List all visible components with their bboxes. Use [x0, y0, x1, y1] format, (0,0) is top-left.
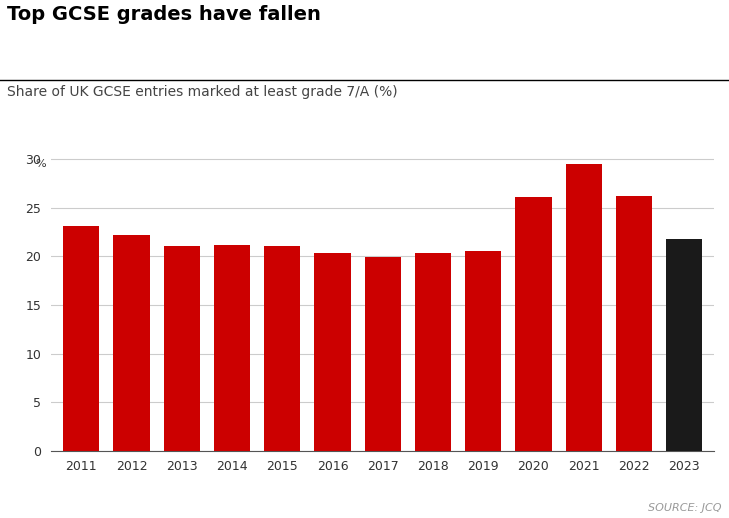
Text: Top GCSE grades have fallen: Top GCSE grades have fallen	[7, 5, 321, 24]
Bar	[63, 226, 99, 451]
Text: %: %	[36, 160, 46, 169]
Bar	[264, 246, 300, 451]
Bar	[515, 197, 552, 451]
Bar	[415, 253, 451, 451]
Bar	[113, 235, 149, 451]
Text: Share of UK GCSE entries marked at least grade 7/A (%): Share of UK GCSE entries marked at least…	[7, 85, 398, 99]
Bar	[364, 257, 401, 451]
Bar	[616, 196, 652, 451]
Bar	[566, 164, 602, 451]
Bar	[214, 245, 250, 451]
Bar	[465, 251, 502, 451]
Bar	[314, 253, 351, 451]
Bar	[163, 246, 200, 451]
Text: SOURCE: JCQ: SOURCE: JCQ	[648, 503, 722, 513]
Bar	[666, 239, 702, 451]
